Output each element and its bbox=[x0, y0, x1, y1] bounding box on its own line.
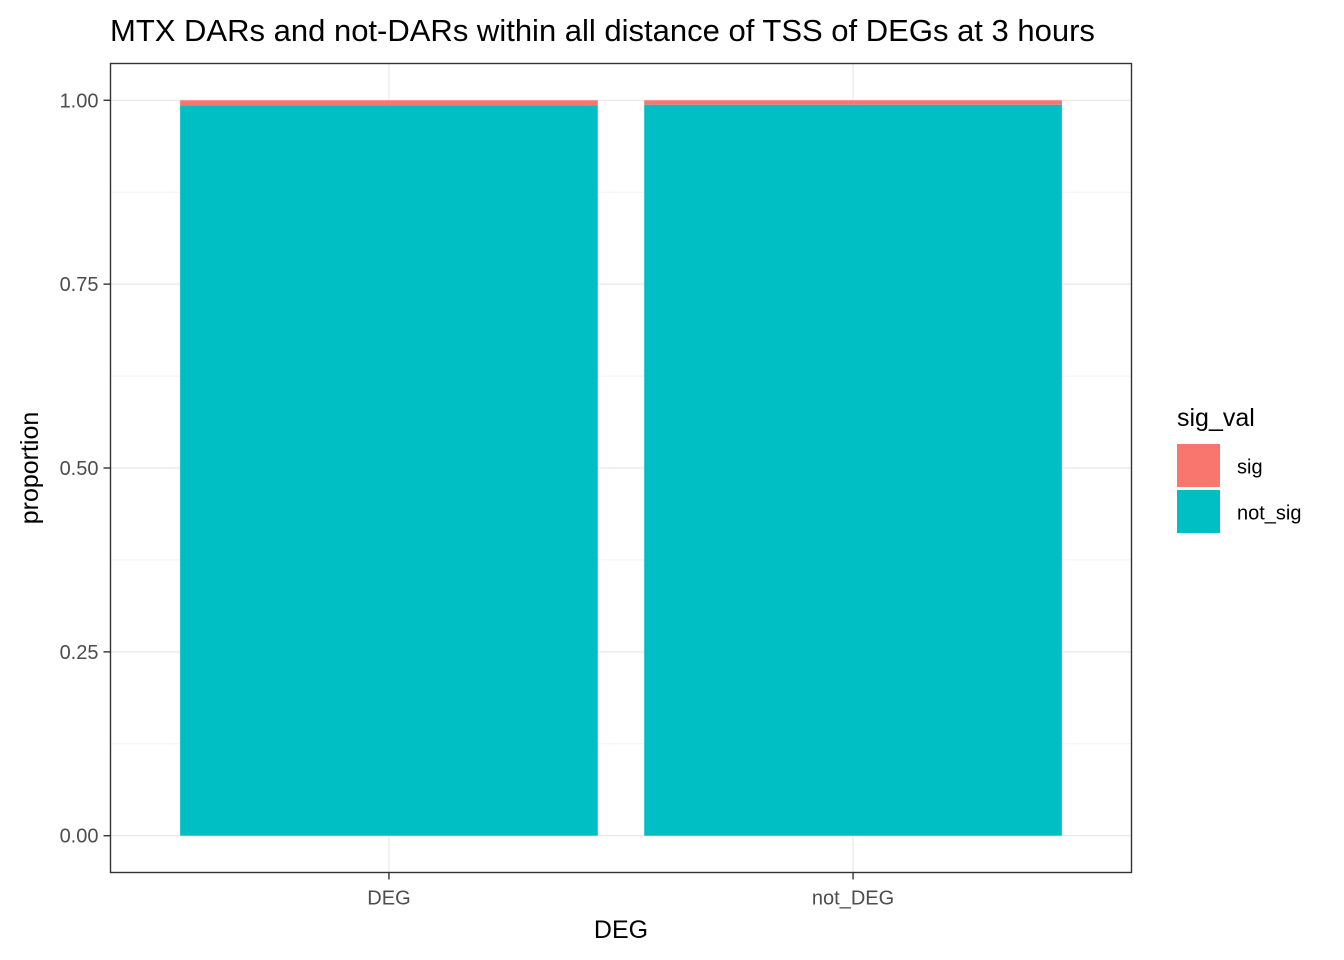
legend: sig_val sig not_sig bbox=[1177, 404, 1302, 533]
x-axis-title: DEG bbox=[594, 916, 648, 944]
legend-key-not_sig bbox=[1177, 490, 1220, 533]
legend-key-sig bbox=[1177, 444, 1220, 487]
x-tick-label: DEG bbox=[367, 888, 410, 910]
y-tick-label: 1.00 bbox=[60, 90, 99, 112]
legend-label-sig: sig bbox=[1237, 457, 1263, 479]
y-axis-title: proportion bbox=[16, 412, 44, 525]
y-tick-label: 0.50 bbox=[60, 458, 99, 480]
bars bbox=[180, 100, 1062, 836]
bar-not_sig-DEG bbox=[180, 105, 598, 836]
y-tick-label: 0.25 bbox=[60, 642, 99, 664]
y-tick-label: 0.75 bbox=[60, 274, 99, 296]
legend-title: sig_val bbox=[1177, 404, 1255, 432]
y-tick-label: 0.00 bbox=[60, 826, 99, 848]
y-axis: 0.00 0.25 0.50 0.75 1.00 bbox=[60, 90, 111, 848]
bar-sig-DEG bbox=[180, 100, 598, 106]
chart-title: MTX DARs and not-DARs within all distanc… bbox=[110, 13, 1095, 48]
bar-not_sig-not_DEG bbox=[644, 104, 1062, 836]
x-tick-label: not_DEG bbox=[812, 888, 894, 910]
x-axis: DEG not_DEG bbox=[367, 872, 894, 910]
legend-label-not_sig: not_sig bbox=[1237, 503, 1302, 525]
bar-sig-not_DEG bbox=[644, 100, 1062, 105]
